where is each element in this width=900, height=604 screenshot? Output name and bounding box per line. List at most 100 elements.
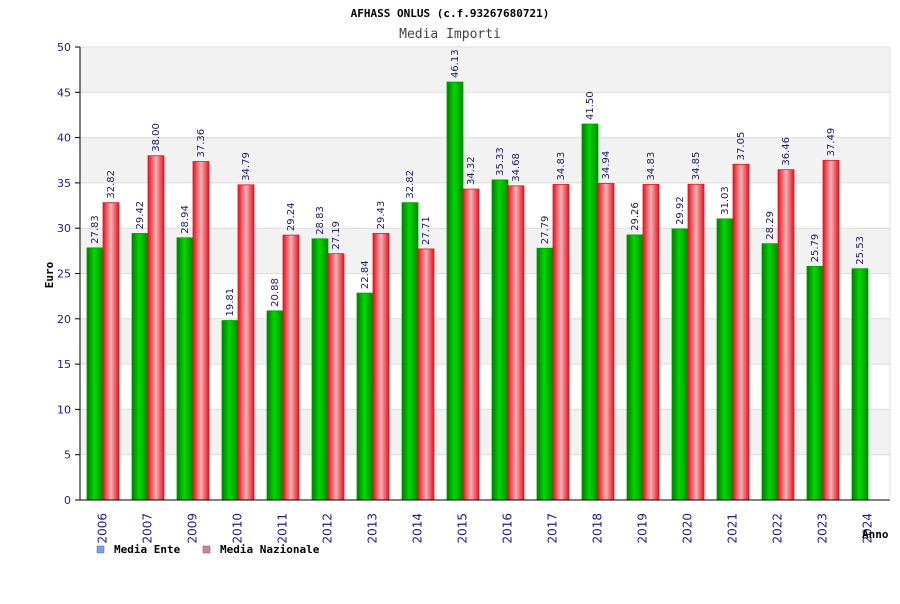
x-tick-label: 2014 [411,513,425,544]
value-label: 32.82 [405,170,416,199]
y-tick-label: 20 [57,313,71,326]
value-label: 29.26 [630,202,641,231]
value-label: 27.83 [90,215,101,244]
value-label: 29.43 [376,201,387,230]
value-label: 20.88 [270,278,281,307]
bar-media-nazionale-2017 [552,184,570,501]
y-tick-label: 5 [64,449,71,462]
bar-media-nazionale-2011 [282,234,300,501]
bar-media-nazionale-2020 [687,183,705,501]
axes-group [75,46,891,501]
x-tick-label: 2021 [726,513,740,544]
x-tick-label: 2022 [771,513,785,544]
background-band [80,137,890,183]
value-label: 38.00 [151,123,162,152]
y-tick-label: 10 [57,403,71,416]
bar-media-ente-2009 [176,237,194,501]
value-label: 41.50 [585,91,596,120]
y-tick-label: 25 [57,268,71,281]
x-tick-label: 2018 [591,513,605,544]
bar-media-nazionale-2019 [642,184,660,501]
value-label: 27.19 [331,221,342,250]
x-tick-label: 2007 [141,513,155,544]
bar-media-ente-2012 [311,238,329,501]
y-tick-label: 45 [57,86,71,99]
chart-subtitle: Media Importi [399,27,501,42]
legend-label-media-nazionale: Media Nazionale [220,543,320,556]
bar-media-ente-2015 [446,81,464,501]
x-tick-label: 2012 [321,513,335,544]
background-band [80,318,890,365]
value-label: 46.13 [450,49,461,78]
bar-media-nazionale-2016 [507,185,525,501]
value-label: 37.05 [736,132,747,161]
x-tick-label: 2009 [186,513,200,544]
value-label: 37.36 [196,129,207,158]
y-tick-label: 15 [57,358,71,371]
value-label: 37.49 [826,128,837,157]
bar-media-nazionale-2013 [372,232,390,501]
value-label: 34.79 [241,152,252,181]
value-label: 32.82 [106,170,117,199]
legend: Media Ente Media Nazionale [96,543,320,556]
x-tick-label: 2023 [816,513,830,544]
bar-media-nazionale-2014 [417,248,435,501]
bar-media-ente-2024 [851,268,869,501]
bar-media-ente-2021 [716,218,734,501]
bar-media-nazionale-2009 [192,161,210,501]
x-tick-label: 2016 [501,513,515,544]
plot-background-bands [80,47,890,500]
bar-media-ente-2007 [131,233,149,501]
bar-media-nazionale-2023 [822,159,840,501]
value-label: 28.83 [315,206,326,235]
value-label: 29.42 [135,201,146,230]
value-label: 34.68 [511,153,522,182]
y-tick-label: 0 [64,494,71,507]
value-label: 25.79 [810,234,821,263]
value-label: 25.53 [855,236,866,265]
background-band [80,228,890,274]
bar-media-ente-2014 [401,202,419,501]
y-tick-label: 50 [57,41,71,54]
value-label: 34.32 [466,156,477,185]
value-label: 35.33 [495,147,506,176]
x-axis-label: Anno [862,528,889,541]
bar-media-ente-2010 [221,320,239,501]
background-band [80,47,890,93]
bar-media-nazionale-2015 [462,188,480,501]
bar-media-ente-2017 [536,247,554,501]
bar-media-ente-2018 [581,123,599,501]
bar-media-ente-2020 [671,228,689,501]
x-tick-label: 2011 [276,513,290,544]
value-label: 19.81 [225,288,236,317]
background-band [80,364,890,410]
bar-media-ente-2019 [626,234,644,501]
x-tick-label: 2024 [861,513,875,544]
y-tick-label: 35 [57,177,71,190]
bar-media-nazionale-2021 [732,163,750,501]
y-tick-label: 30 [57,222,71,235]
x-tick-label: 2019 [636,513,650,544]
bar-media-ente-2023 [806,265,824,501]
bar-media-ente-2006 [86,247,104,501]
value-label: 27.71 [421,216,432,245]
background-band [80,92,890,138]
value-label: 28.29 [765,211,776,240]
value-label: 34.83 [646,152,657,181]
x-tick-label: 2006 [96,513,110,544]
bar-media-ente-2013 [356,292,374,501]
value-label: 29.92 [675,196,686,225]
value-label: 28.94 [180,205,191,234]
value-label: 34.85 [691,152,702,181]
bar-media-nazionale-2022 [777,169,795,501]
legend-swatch-media-nazionale [202,545,211,554]
value-label: 36.46 [781,137,792,166]
bar-media-nazionale-2006 [102,202,120,501]
value-label: 34.94 [601,151,612,180]
bar-media-ente-2016 [491,179,509,501]
bar-media-nazionale-2012 [327,253,345,501]
background-band [80,454,890,500]
x-tick-label: 2020 [681,513,695,544]
chart-title: AFHASS ONLUS (c.f.93267680721) [351,7,550,20]
